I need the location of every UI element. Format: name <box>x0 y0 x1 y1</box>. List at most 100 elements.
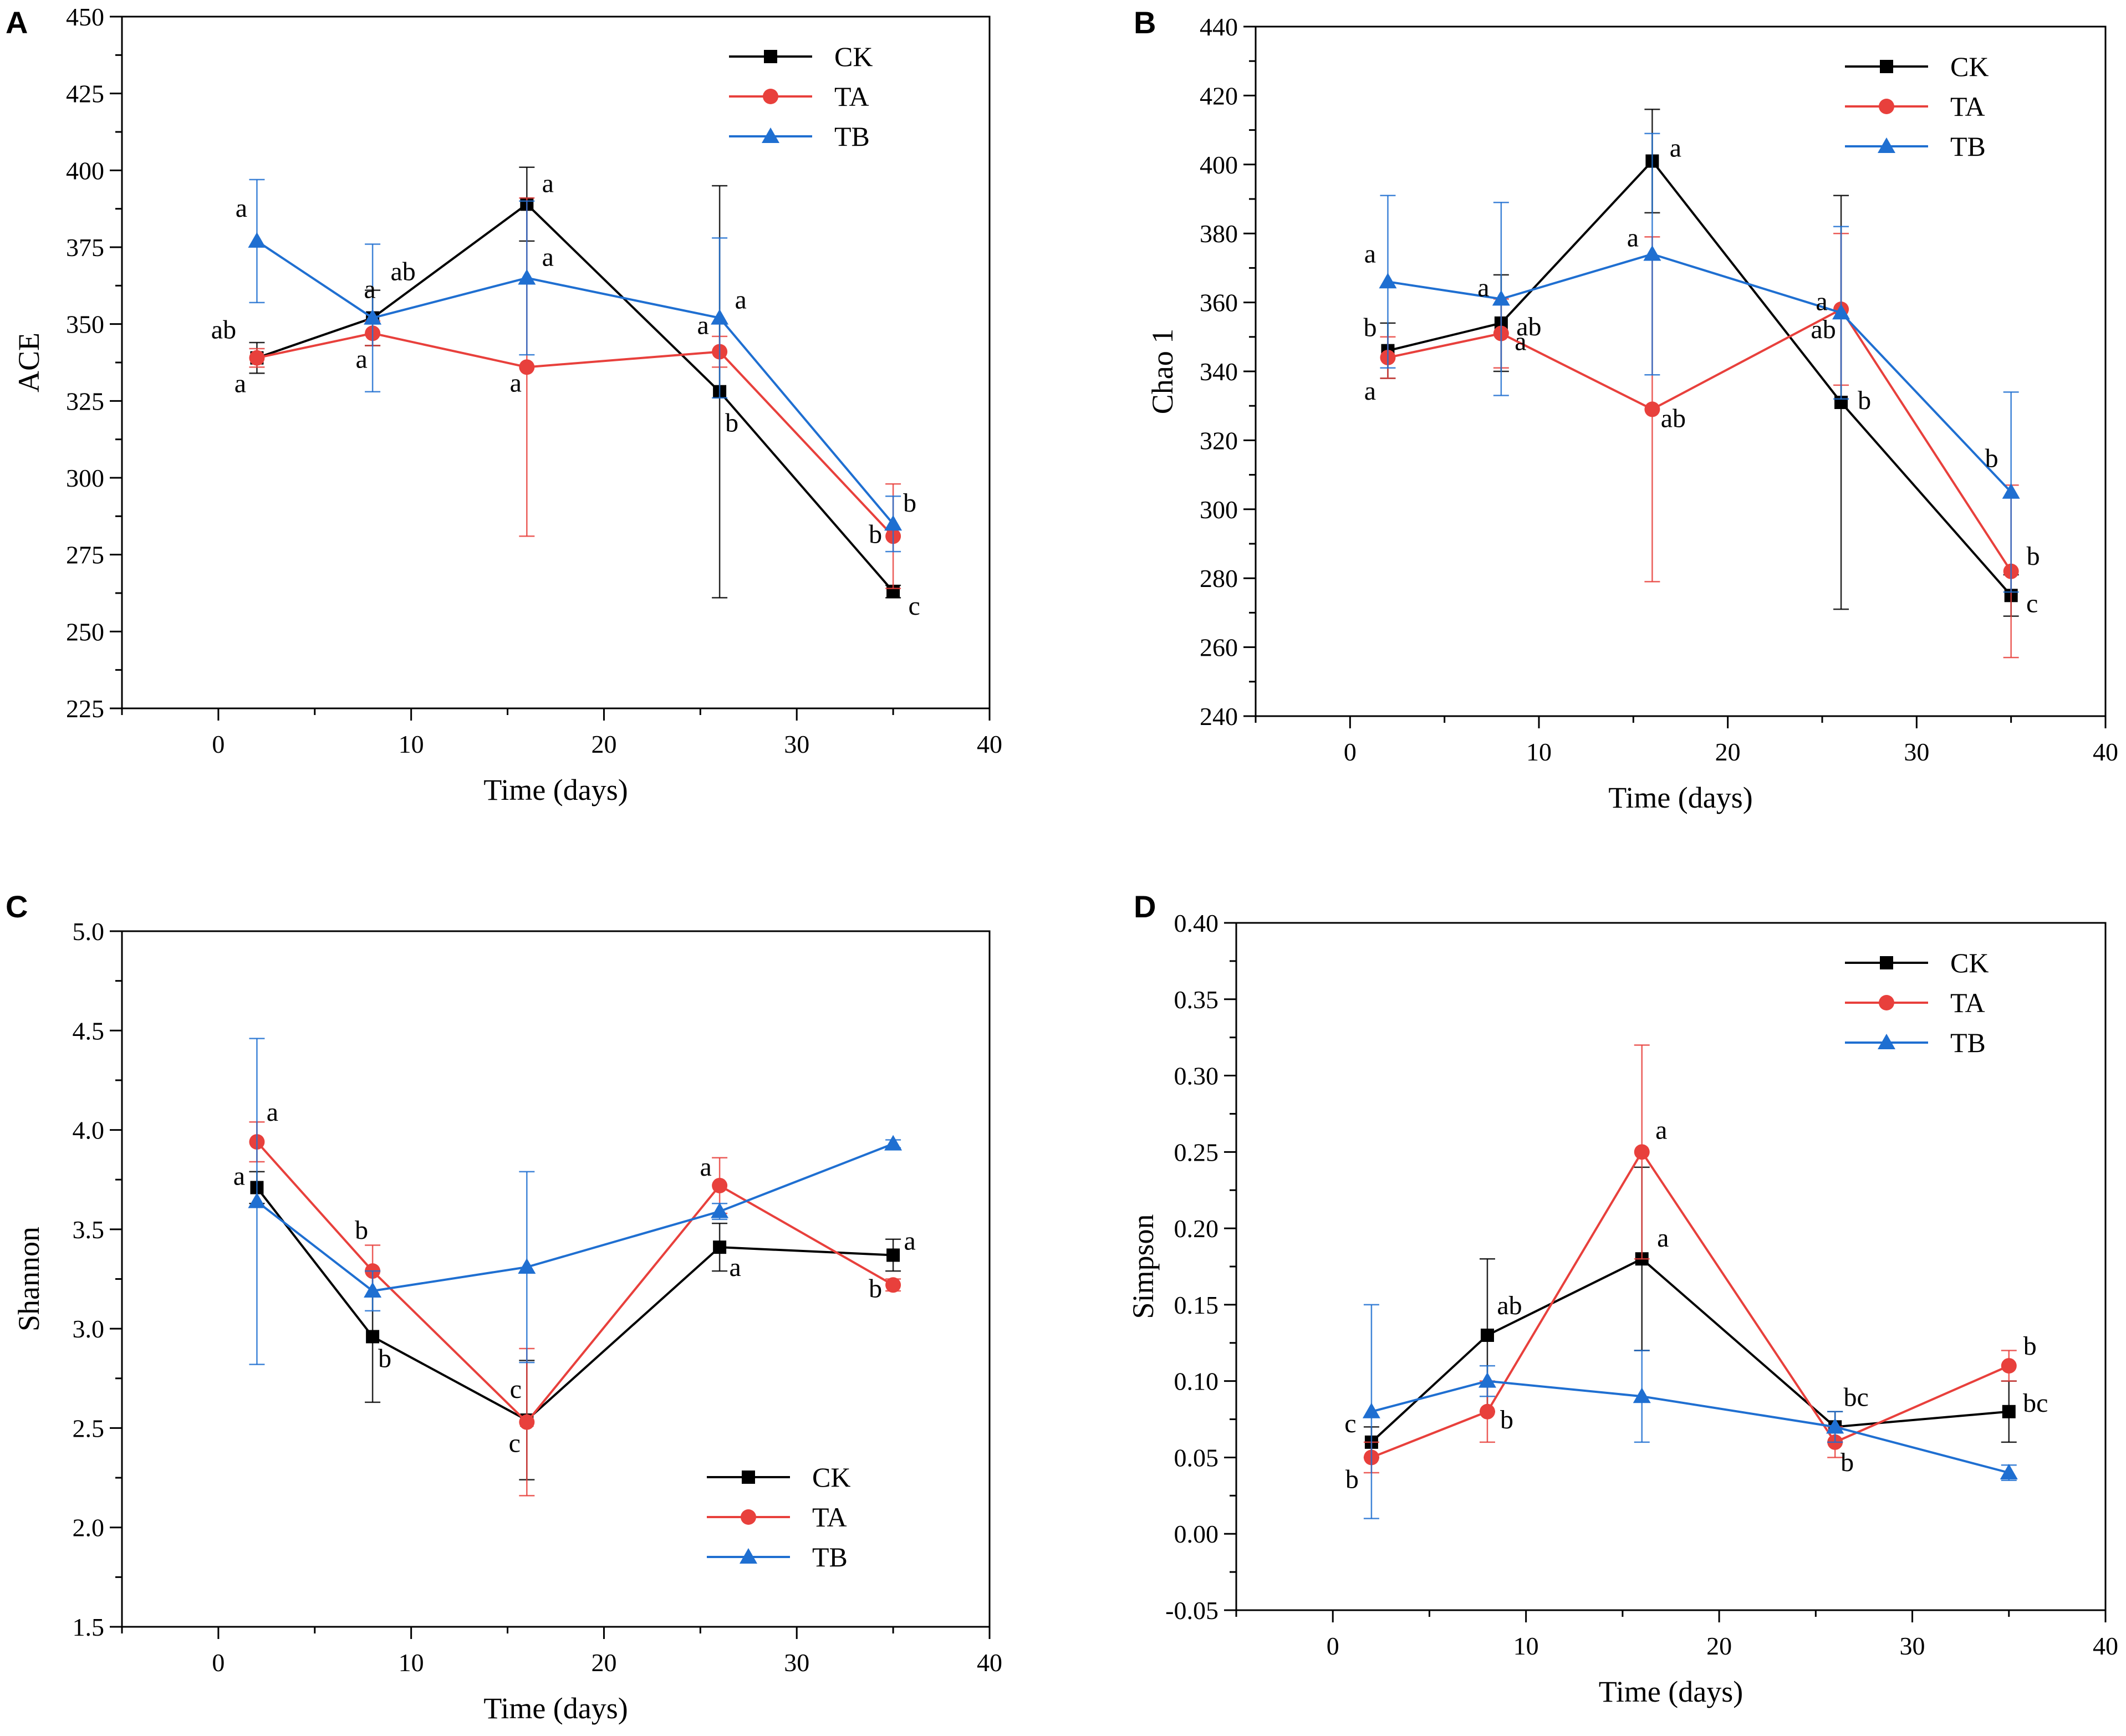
significance-label: b <box>1345 1464 1359 1494</box>
y-tick-label: 0.40 <box>1174 909 1219 937</box>
y-tick-label: 325 <box>66 387 104 415</box>
y-tick-label: 450 <box>66 3 104 31</box>
data-point <box>1480 1329 1494 1342</box>
series-tb: a a a ab <box>236 178 916 553</box>
significance-label: a <box>236 193 247 223</box>
significance-label: a <box>542 169 554 198</box>
x-tick-label: 0 <box>1327 1632 1339 1660</box>
significance-label: a <box>1627 223 1639 253</box>
legend-label: TB <box>1950 131 1986 162</box>
data-point <box>1832 304 1850 320</box>
data-point <box>518 1258 536 1274</box>
x-tick-label: 30 <box>1904 738 1929 766</box>
legend-marker <box>1878 137 1895 153</box>
y-tick-label: 275 <box>66 541 104 569</box>
significance-label: ab <box>1516 312 1541 341</box>
x-axis-label: Time (days) <box>483 1692 628 1725</box>
y-tick-label: 3.5 <box>73 1216 105 1244</box>
x-axis-label: Time (days) <box>1599 1675 1743 1708</box>
legend-marker <box>741 1509 756 1525</box>
significance-label: b <box>1363 313 1376 343</box>
data-point <box>2002 483 2020 499</box>
significance-label: a <box>355 344 367 374</box>
x-tick-label: 0 <box>212 1648 225 1677</box>
legend-marker <box>1880 956 1893 969</box>
y-tick-label: 300 <box>66 464 104 492</box>
significance-label: b <box>378 1344 391 1373</box>
data-point <box>519 359 535 375</box>
y-tick-label: 340 <box>1200 358 1238 386</box>
significance-label: b <box>1858 386 1871 415</box>
y-tick-label: 300 <box>1200 496 1238 524</box>
significance-label: b <box>1841 1448 1854 1477</box>
x-tick-label: 40 <box>2093 1632 2118 1660</box>
y-tick-label: 2.5 <box>73 1414 105 1442</box>
legend-label: CK <box>1950 947 1989 978</box>
significance-label: a <box>542 242 554 272</box>
y-tick-label: 0.20 <box>1174 1214 1219 1243</box>
legend-marker <box>764 50 777 63</box>
significance-label: b <box>869 1274 882 1303</box>
legend-marker <box>742 1471 755 1484</box>
panel-letter: C <box>6 889 28 924</box>
x-tick-label: 10 <box>399 1648 424 1677</box>
plot-frame <box>121 930 991 1628</box>
y-tick-label: 350 <box>66 310 104 339</box>
data-point <box>248 232 266 248</box>
significance-label: c <box>2026 589 2038 618</box>
series-line <box>1370 1257 2009 1443</box>
legend-marker <box>740 1548 757 1564</box>
significance-label: ab <box>1811 315 1836 344</box>
x-tick-label: 20 <box>1706 1632 1732 1660</box>
panel-letter: A <box>6 5 28 40</box>
significance-label: ab <box>390 257 415 287</box>
significance-label: a <box>267 1097 278 1127</box>
x-tick-label: 40 <box>2093 738 2118 766</box>
significance-label: b <box>1500 1405 1513 1434</box>
significance-label: c <box>1344 1409 1356 1438</box>
legend-marker <box>1879 995 1894 1010</box>
series-line <box>1371 1380 2010 1474</box>
significance-label: a <box>729 1253 741 1282</box>
significance-label: a <box>1816 287 1827 316</box>
legend-marker <box>1878 1034 1895 1049</box>
series-line <box>256 1187 894 1422</box>
significance-label: a <box>1364 239 1376 268</box>
data-point <box>1478 1372 1496 1388</box>
significance-label: a <box>1657 1223 1669 1253</box>
significance-label: ab <box>1497 1291 1522 1320</box>
x-tick-label: 10 <box>1526 738 1552 766</box>
data-point <box>886 1248 900 1262</box>
legend: CK TA TB <box>707 1462 850 1572</box>
legend-label: TA <box>1950 987 1985 1018</box>
x-tick-label: 20 <box>591 1648 616 1677</box>
significance-label: b <box>2027 542 2040 571</box>
x-tick-label: 40 <box>977 1648 1002 1677</box>
panel-d: D 0 10 20 30 40 -0.05 0.00 0.05 0.10 0.15 0.20 0.25 0… <box>1126 889 2118 1708</box>
panel-letter: B <box>1134 5 1156 40</box>
significance-label: a <box>233 1162 245 1191</box>
significance-label: a <box>1670 134 1681 163</box>
data-point <box>884 515 903 531</box>
significance-label: ab <box>1661 404 1686 433</box>
legend-label: TB <box>1950 1027 1986 1058</box>
data-point <box>248 1192 266 1208</box>
data-point <box>884 1135 903 1151</box>
data-point <box>2000 1464 2018 1479</box>
y-tick-label: 5.0 <box>73 917 105 946</box>
x-tick-label: 0 <box>212 730 225 758</box>
data-point <box>1643 245 1661 261</box>
y-axis-label: Chao 1 <box>1146 329 1179 415</box>
significance-label: c <box>510 1375 522 1404</box>
legend-label: TB <box>812 1541 848 1572</box>
data-point <box>1644 401 1660 417</box>
y-tick-label: 380 <box>1200 219 1238 248</box>
y-tick-label: 250 <box>66 617 104 646</box>
y-tick-label: 240 <box>1200 702 1238 731</box>
plot-frame <box>1235 922 2107 1611</box>
y-tick-label: 440 <box>1200 13 1238 41</box>
y-axis-label: Shannon <box>12 1227 45 1331</box>
series-ta: b b ab b <box>1345 1044 2037 1494</box>
